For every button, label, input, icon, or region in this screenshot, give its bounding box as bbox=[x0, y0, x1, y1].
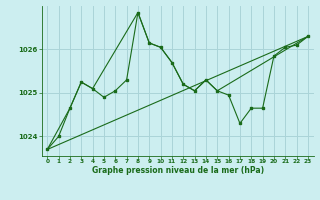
X-axis label: Graphe pression niveau de la mer (hPa): Graphe pression niveau de la mer (hPa) bbox=[92, 166, 264, 175]
